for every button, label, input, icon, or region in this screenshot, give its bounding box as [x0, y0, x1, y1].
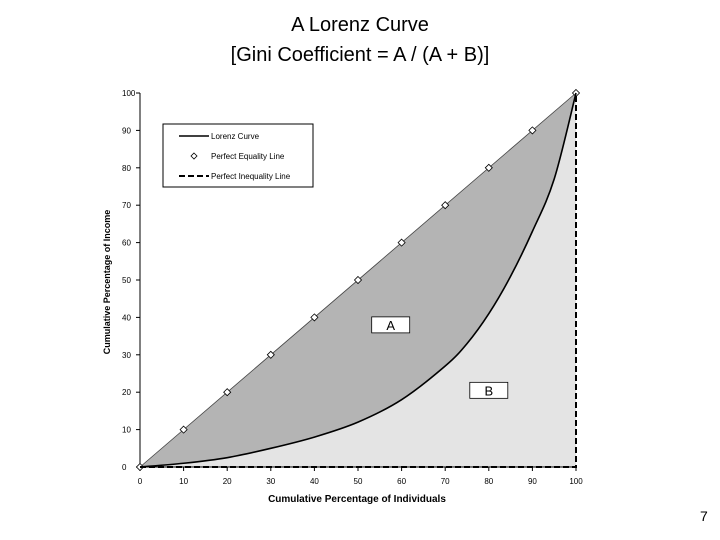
- legend-label: Perfect Inequality Line: [211, 172, 291, 181]
- y-tick-label: 80: [122, 164, 131, 173]
- x-axis-label: Cumulative Percentage of Individuals: [268, 494, 446, 505]
- y-tick-label: 30: [122, 351, 131, 360]
- y-tick-label: 10: [122, 426, 131, 435]
- region-b-label-text: B: [484, 383, 493, 398]
- y-axis-label: Cumulative Percentage of Income: [102, 210, 112, 355]
- y-tick-label: 70: [122, 201, 131, 210]
- x-tick-label: 0: [138, 477, 143, 486]
- y-tick-label: 0: [122, 463, 127, 472]
- y-tick-label: 20: [122, 388, 131, 397]
- x-tick-label: 60: [397, 477, 406, 486]
- y-tick-label: 50: [122, 276, 131, 285]
- legend-label: Lorenz Curve: [211, 132, 260, 141]
- x-tick-label: 50: [354, 477, 363, 486]
- y-tick-label: 100: [122, 89, 136, 98]
- x-tick-label: 30: [266, 477, 275, 486]
- x-tick-label: 10: [179, 477, 188, 486]
- y-tick-label: 60: [122, 239, 131, 248]
- x-tick-label: 70: [441, 477, 450, 486]
- x-tick-label: 40: [310, 477, 319, 486]
- y-tick-label: 40: [122, 313, 131, 322]
- region-a-label: A: [372, 317, 410, 333]
- legend-label: Perfect Equality Line: [211, 152, 285, 161]
- x-tick-label: 90: [528, 477, 537, 486]
- legend: Lorenz Curve Perfect Equality Line Perfect…: [163, 124, 313, 187]
- y-tick-label: 90: [122, 126, 131, 135]
- region-a-label-text: A: [386, 318, 395, 333]
- x-tick-label: 20: [223, 477, 232, 486]
- x-tick-label: 100: [569, 477, 583, 486]
- region-b-label: B: [470, 382, 508, 398]
- page-number: 7: [700, 508, 708, 524]
- x-tick-label: 80: [484, 477, 493, 486]
